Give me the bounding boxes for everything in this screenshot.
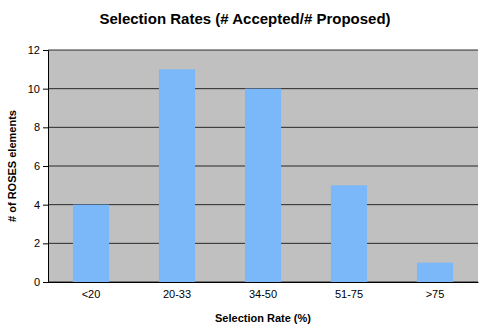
y-tick-mark <box>43 127 48 128</box>
x-tick-label: 51-75 <box>335 288 363 300</box>
y-tick-mark <box>43 89 48 90</box>
y-tick: 12 <box>28 44 48 56</box>
y-tick-label: 10 <box>28 83 40 95</box>
y-tick-mark <box>43 205 48 206</box>
y-tick: 2 <box>34 237 48 249</box>
x-tick-label: 34-50 <box>249 288 277 300</box>
y-tick-mark <box>43 166 48 167</box>
y-tick-label: 4 <box>34 199 40 211</box>
y-tick-mark <box>43 50 48 51</box>
plot: 0 2 4 6 8 10 12 <20 20-33 34-50 51-75 >75 <box>28 44 479 300</box>
y-axis: 0 2 4 6 8 10 12 <box>28 44 49 288</box>
y-axis-title: # of ROSES elements <box>6 110 18 222</box>
x-tick: <20 <box>82 282 101 300</box>
bar <box>417 263 453 282</box>
y-tick-mark <box>43 243 48 244</box>
y-tick-label: 12 <box>28 44 40 56</box>
y-axis-line <box>43 51 49 283</box>
y-tick-label: 8 <box>34 121 40 133</box>
x-axis-title: Selection Rate (%) <box>215 312 311 324</box>
grid-line <box>48 50 478 51</box>
x-tick: 34-50 <box>249 282 277 300</box>
chart: 0 2 4 6 8 10 12 <20 20-33 34-50 51-75 >75 Selection … <box>0 0 490 334</box>
x-tick: 20-33 <box>163 282 191 300</box>
x-axis-line <box>49 282 479 283</box>
y-tick-label: 6 <box>34 160 40 172</box>
y-tick: 6 <box>34 160 48 172</box>
y-tick-label: 0 <box>34 276 40 288</box>
bar <box>73 205 109 282</box>
y-tick: 10 <box>28 83 48 95</box>
y-tick-label: 2 <box>34 237 40 249</box>
y-tick-mark <box>43 282 48 283</box>
x-tick: 51-75 <box>335 282 363 300</box>
bar <box>245 89 281 282</box>
x-tick: >75 <box>426 282 445 300</box>
y-tick: 4 <box>34 199 48 211</box>
bars <box>73 69 453 282</box>
y-tick: 0 <box>34 276 48 288</box>
x-tick-label: >75 <box>426 288 445 300</box>
bar <box>159 69 195 282</box>
x-tick-label: <20 <box>82 288 101 300</box>
bar <box>331 185 367 282</box>
y-tick: 8 <box>34 121 48 133</box>
grid <box>48 50 478 282</box>
title: Selection Rates (# Accepted/# Proposed) <box>99 10 390 27</box>
x-tick-label: 20-33 <box>163 288 191 300</box>
plot-background <box>48 50 478 282</box>
x-axis: <20 20-33 34-50 51-75 >75 <box>49 282 479 300</box>
